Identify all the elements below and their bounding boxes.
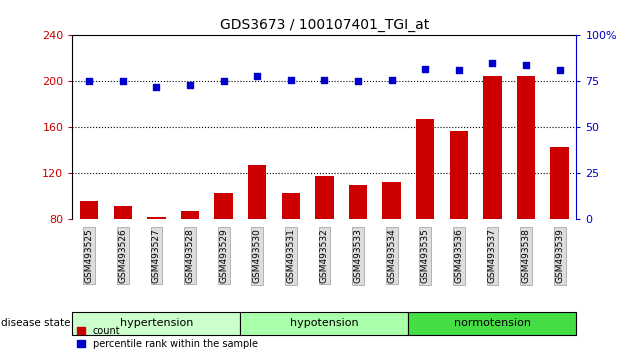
Text: GSM493535: GSM493535 [421,228,430,283]
Text: GSM493533: GSM493533 [353,228,362,283]
Text: GSM493537: GSM493537 [488,228,497,283]
Title: GDS3673 / 100107401_TGI_at: GDS3673 / 100107401_TGI_at [220,18,429,32]
Text: GSM493539: GSM493539 [555,228,564,283]
Bar [416,119,435,219]
Legend: count, percentile rank within the sample: count, percentile rank within the sample [77,326,258,349]
Bar [80,201,98,219]
Bar [483,76,501,219]
Text: hypotension: hypotension [290,318,358,328]
Text: GSM493527: GSM493527 [152,228,161,283]
Bar [147,217,166,219]
Point [151,84,161,90]
Bar [349,185,367,219]
Text: GSM493538: GSM493538 [522,228,530,283]
Text: GSM493530: GSM493530 [253,228,261,283]
Text: disease state ▶: disease state ▶ [1,318,82,328]
Bar [517,76,536,219]
Text: GSM493529: GSM493529 [219,228,228,283]
Point [118,79,128,84]
Bar [551,147,569,219]
Point [554,68,564,73]
Text: GSM493525: GSM493525 [85,228,94,283]
Text: normotension: normotension [454,318,531,328]
Text: GSM493532: GSM493532 [320,228,329,283]
Text: GSM493526: GSM493526 [118,228,127,283]
Bar [450,131,468,219]
Text: GSM493531: GSM493531 [287,228,295,283]
Text: GSM493528: GSM493528 [186,228,195,283]
Point [286,77,296,82]
Bar [382,182,401,219]
Point [488,60,498,66]
Point [252,73,262,79]
Point [420,66,430,72]
Bar [248,165,266,219]
Point [185,82,195,88]
Text: GSM493534: GSM493534 [387,228,396,283]
Point [353,79,363,84]
Bar [315,176,334,219]
Point [84,79,94,84]
Point [319,77,329,82]
Bar [282,193,300,219]
Point [219,79,229,84]
Text: GSM493536: GSM493536 [454,228,463,283]
Point [387,77,397,82]
Bar [214,193,233,219]
Bar [113,206,132,219]
Text: hypertension: hypertension [120,318,193,328]
Point [454,68,464,73]
Bar [181,211,199,219]
Point [521,62,531,68]
